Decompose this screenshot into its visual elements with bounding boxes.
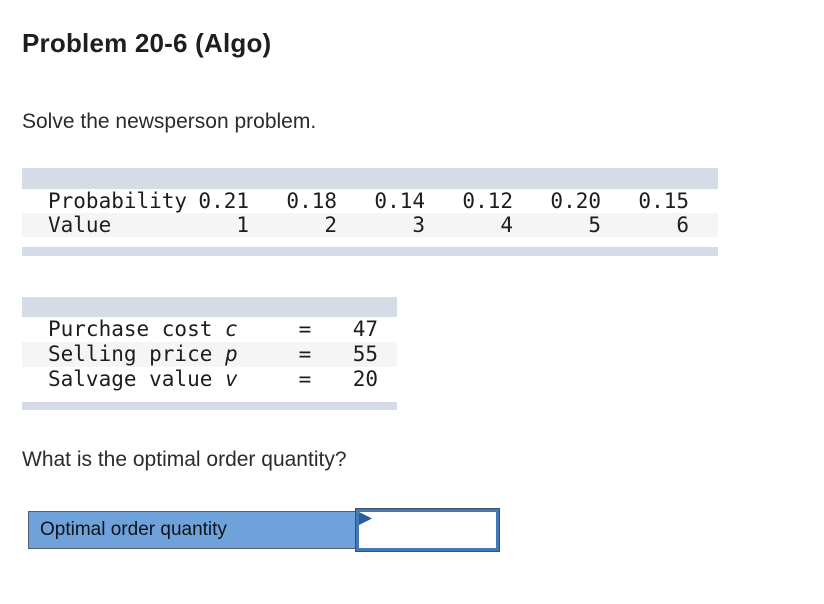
demand-value: 3 (412, 213, 425, 237)
answer-input-cell[interactable] (355, 508, 500, 552)
value-row-label: Value (48, 213, 112, 237)
equals-sign: = (298, 342, 312, 366)
table-row: Selling price p = 55 (22, 342, 397, 367)
parameter-value: 55 (352, 342, 378, 366)
answer-label-text: Optimal order quantity (40, 519, 227, 540)
equals-sign: = (298, 317, 312, 341)
answer-input-border (356, 509, 499, 551)
parameters-table: Purchase cost c = 47 Selling price p = 5… (22, 297, 397, 410)
parameter-label-text: Salvage value (48, 367, 226, 391)
parameter-label: Selling price p (22, 342, 278, 367)
page-title: Problem 20-6 (Algo) (22, 28, 272, 58)
table-row: Salvage value v = 20 (22, 367, 397, 392)
table-header-band (22, 168, 718, 189)
probability-row-label: Probability (48, 189, 188, 213)
parameter-value: 47 (352, 317, 378, 341)
probability-value: 0.20 (550, 189, 601, 213)
parameter-label-text: Selling price (48, 342, 226, 366)
probability-value: 0.21 (198, 189, 249, 213)
question-text: What is the optimal order quantity? (22, 448, 347, 471)
demand-value: 4 (500, 213, 513, 237)
parameter-label: Purchase cost c (22, 317, 278, 342)
answer-row: Optimal order quantity (28, 508, 500, 552)
answer-label: Optimal order quantity (28, 511, 355, 549)
table-footer-band (22, 247, 718, 256)
parameter-symbol: c (225, 317, 238, 341)
table-row: Probability 0.21 0.18 0.14 0.12 0.20 0.1… (22, 189, 718, 213)
table-row: Purchase cost c = 47 (22, 317, 397, 342)
parameter-label-text: Purchase cost (48, 317, 226, 341)
probability-value: 0.14 (374, 189, 425, 213)
demand-value: 2 (324, 213, 337, 237)
demand-value: 6 (676, 213, 689, 237)
probability-value: 0.12 (462, 189, 513, 213)
demand-value: 1 (236, 213, 249, 237)
probability-value: 0.18 (286, 189, 337, 213)
demand-value: 5 (588, 213, 601, 237)
problem-intro-text: Solve the newsperson problem. (22, 110, 317, 133)
table-gap (22, 392, 397, 402)
optimal-order-quantity-input[interactable] (359, 512, 496, 548)
table-row: Value 1 2 3 4 5 6 (22, 213, 718, 237)
probability-table: Probability 0.21 0.18 0.14 0.12 0.20 0.1… (22, 168, 718, 256)
probability-value: 0.15 (638, 189, 689, 213)
equals-sign: = (298, 367, 312, 391)
table-gap (22, 237, 718, 247)
parameter-symbol: v (225, 367, 238, 391)
parameter-value: 20 (352, 367, 378, 391)
table-footer-band (22, 402, 397, 410)
parameter-symbol: p (225, 342, 238, 366)
parameter-label: Salvage value v (22, 367, 278, 392)
table-header-band (22, 297, 397, 317)
